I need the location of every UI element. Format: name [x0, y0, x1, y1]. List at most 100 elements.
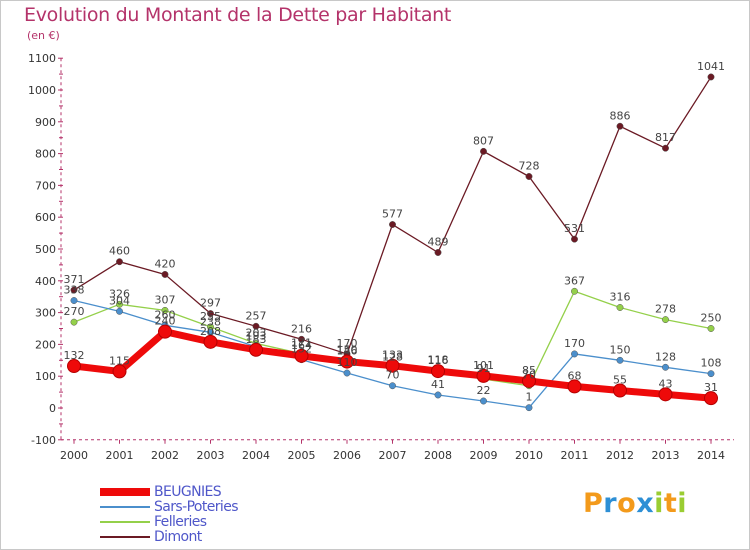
data-point-beugnies	[522, 373, 536, 388]
data-label-dimont: 1041	[697, 60, 725, 73]
data-label-felleries: 367	[564, 274, 585, 287]
x-tick-label: 2006	[333, 449, 361, 462]
data-label-sars-poteries: 238	[200, 315, 221, 328]
data-label-sars-poteries: 1	[526, 391, 533, 404]
y-tick-label: 100	[35, 370, 56, 383]
x-tick-label: 2001	[106, 449, 134, 462]
y-tick-label: 300	[35, 307, 56, 320]
data-point-felleries	[70, 318, 78, 326]
x-tick-label: 2002	[151, 449, 179, 462]
chart-title: Evolution du Montant de la Dette par Hab…	[24, 4, 452, 26]
data-label-felleries: 270	[64, 305, 85, 318]
data-point-sars-poteries	[707, 370, 715, 378]
data-label-dimont: 886	[610, 109, 631, 122]
data-point-beugnies	[294, 348, 309, 363]
data-point-felleries	[707, 325, 715, 332]
data-label-felleries: 278	[655, 303, 676, 316]
data-point-dimont	[389, 221, 396, 228]
data-label-felleries: 316	[610, 291, 631, 304]
data-point-beugnies	[249, 342, 263, 357]
x-tick-label: 2004	[242, 449, 270, 462]
data-point-dimont	[207, 310, 214, 318]
y-tick-label: 1100	[28, 52, 56, 65]
x-tick-label: 2014	[697, 449, 725, 462]
y-tick-label: 0	[49, 402, 56, 415]
data-point-beugnies	[385, 358, 400, 373]
data-label-beugnies: 115	[109, 354, 130, 367]
data-point-beugnies	[112, 364, 127, 379]
data-label-dimont: 460	[109, 245, 130, 258]
data-point-beugnies	[658, 387, 673, 402]
data-label-dimont: 489	[428, 235, 449, 248]
data-label-dimont: 297	[200, 297, 221, 310]
data-label-beugnies: 132	[64, 349, 85, 362]
data-point-sars-poteries	[70, 297, 78, 304]
data-label-beugnies: 31	[704, 381, 718, 394]
legend-swatch-dimont	[100, 536, 150, 538]
data-point-sars-poteries	[343, 369, 351, 377]
y-tick-label: -100	[31, 434, 56, 447]
data-point-beugnies	[476, 368, 491, 383]
logo-letter: x	[636, 488, 655, 519]
data-label-sars-poteries: 110	[337, 356, 358, 369]
data-point-sars-poteries	[662, 363, 669, 371]
data-point-felleries	[662, 316, 669, 324]
data-label-sars-poteries: 338	[64, 284, 85, 297]
data-point-beugnies	[158, 324, 172, 339]
data-point-sars-poteries	[389, 382, 396, 390]
proxiti-logo: Proxiti	[583, 488, 687, 519]
data-label-beugnies: 133	[382, 349, 403, 362]
y-tick-label: 200	[35, 338, 56, 351]
data-label-beugnies: 101	[473, 359, 494, 372]
x-tick-label: 2008	[424, 449, 452, 462]
logo-letter: o	[617, 488, 637, 519]
data-point-sars-poteries	[571, 350, 578, 358]
data-label-felleries: 91	[477, 362, 491, 375]
data-label-felleries: 171	[291, 337, 312, 350]
data-label-dimont: 807	[473, 134, 494, 147]
data-label-felleries: 250	[701, 312, 722, 325]
data-point-felleries	[161, 306, 169, 314]
data-point-sars-poteries	[116, 307, 123, 315]
data-label-sars-poteries: 70	[386, 369, 400, 382]
data-point-dimont	[116, 258, 123, 266]
data-point-dimont	[161, 270, 169, 278]
data-point-dimont	[298, 335, 305, 343]
data-point-beugnies	[203, 334, 218, 349]
x-tick-label: 2007	[379, 449, 407, 462]
data-label-felleries: 307	[155, 293, 176, 306]
data-label-sars-poteries: 170	[564, 337, 585, 350]
data-point-dimont	[662, 144, 669, 152]
logo-letter: r	[603, 488, 618, 519]
x-tick-label: 2000	[60, 449, 88, 462]
data-label-dimont: 817	[655, 131, 676, 144]
data-label-beugnies: 164	[291, 339, 312, 352]
x-tick-label: 2003	[197, 449, 225, 462]
data-label-dimont: 420	[155, 257, 176, 270]
data-point-sars-poteries	[434, 391, 442, 399]
data-point-dimont	[616, 122, 624, 130]
y-tick-label: 600	[35, 211, 56, 224]
data-point-sars-poteries	[616, 356, 624, 364]
data-label-sars-poteries: 41	[431, 378, 445, 391]
data-label-felleries: 70	[522, 369, 536, 382]
data-label-beugnies: 85	[522, 364, 536, 377]
data-label-felleries: 128	[382, 350, 403, 363]
data-label-beugnies: 43	[659, 377, 673, 390]
x-tick-label: 2012	[606, 449, 634, 462]
y-tick-label: 400	[35, 275, 56, 288]
data-point-dimont	[70, 286, 78, 294]
data-point-felleries	[116, 300, 123, 308]
data-point-beugnies	[613, 383, 627, 398]
data-label-felleries: 203	[246, 326, 267, 339]
data-point-sars-poteries	[525, 404, 533, 412]
y-tick-label: 900	[35, 116, 56, 129]
data-label-dimont: 577	[382, 208, 403, 221]
data-label-beugnies: 68	[568, 369, 582, 382]
data-label-felleries: 118	[428, 353, 449, 366]
data-label-dimont: 728	[519, 159, 540, 172]
data-label-sars-poteries: 150	[610, 343, 631, 356]
data-label-felleries: 255	[200, 310, 221, 323]
data-point-beugnies	[67, 359, 81, 374]
